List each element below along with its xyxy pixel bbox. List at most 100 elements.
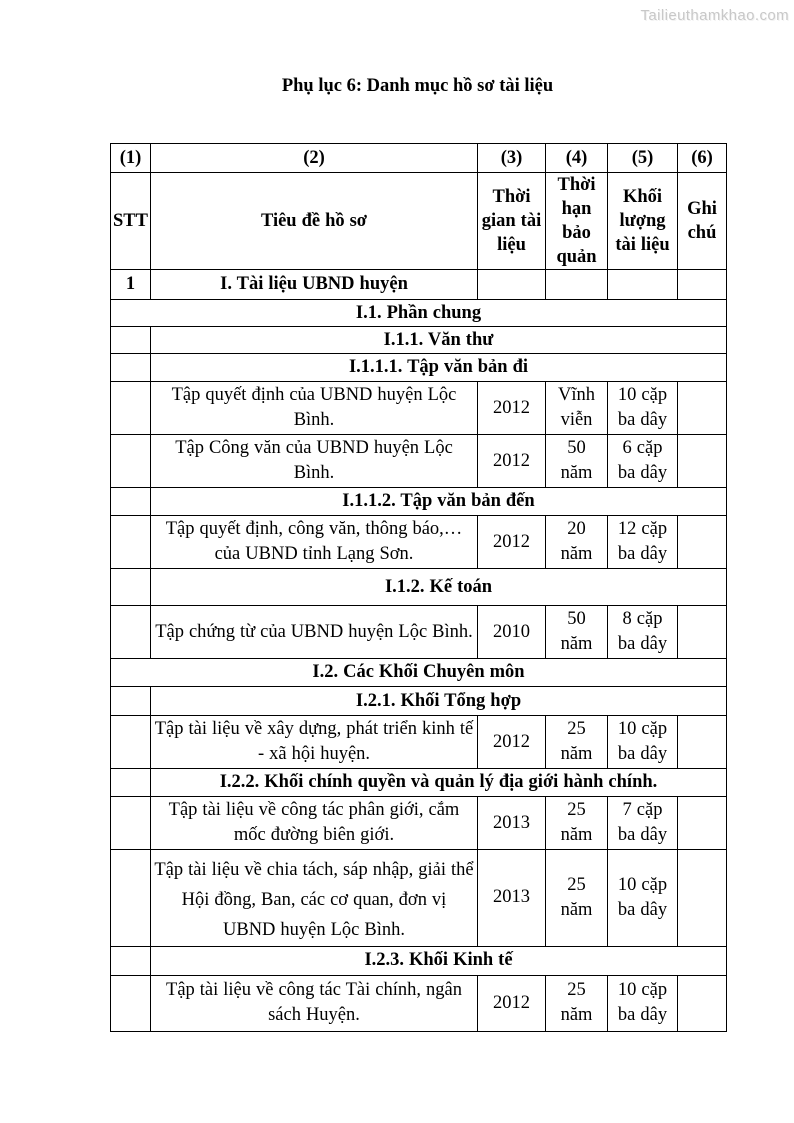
column-header-row: STT Tiêu đề hồ sơ Thời gian tài liệu Thờ… (110, 172, 727, 270)
notes-cell (677, 515, 727, 569)
row-title-cell: Tập tài liệu về chia tách, sáp nhập, giả… (150, 849, 478, 947)
volume-cell: 7 cặp ba dây (607, 796, 678, 850)
volume-line: 10 cặp (617, 385, 668, 405)
retention-cell: 25 năm (545, 974, 608, 1032)
section-title-cell: I.2. Các Khối Chuyên môn (110, 658, 727, 687)
volume-line: ba dây (617, 825, 668, 845)
retention-line: Vĩnh (558, 385, 595, 405)
year-cell: 2012 (477, 974, 546, 1032)
watermark: Tailieuthamkhao.com (640, 7, 789, 24)
row-number-cell (110, 715, 151, 769)
volume-line: ba dây (617, 463, 668, 483)
row-number-cell (110, 605, 151, 659)
notes-cell (677, 974, 727, 1032)
col-number-cell: (1) (110, 143, 151, 173)
section-title-cell: I.1.1.1. Tập văn bản đi (150, 353, 727, 382)
row-number-cell (110, 768, 151, 797)
row-title-cell: Tập tài liệu về công tác Tài chính, ngân… (150, 974, 478, 1032)
volume-header-cell: Khối lượng tài liệu (607, 172, 678, 270)
retention-line: năm (560, 634, 593, 654)
col-number-cell: (3) (477, 143, 546, 173)
section-title-cell: I.1.1.2. Tập văn bản đến (150, 487, 727, 516)
time-header-cell: Thời gian tài liệu (477, 172, 546, 270)
volume-line: 12 cặp (617, 519, 668, 539)
retention-line: 25 (567, 980, 586, 1001)
section-row: I.1.2. Kế toán (110, 568, 727, 606)
row-title-cell: Tập quyết định, công văn, thông báo,… củ… (150, 515, 478, 569)
retention-line: năm (560, 463, 593, 483)
volume-cell: 10 cặp ba dây (607, 974, 678, 1032)
volume-line: ba dây (617, 544, 668, 564)
col-number-cell: (6) (677, 143, 727, 173)
retention-line: 25 (567, 719, 586, 739)
year-cell (477, 269, 546, 300)
retention-cell: 50 năm (545, 605, 608, 659)
retention-cell: Vĩnh viễn (545, 381, 608, 435)
row-number-cell (110, 945, 151, 976)
retention-line: viễn (560, 410, 593, 430)
volume-cell: 12 cặp ba dây (607, 515, 678, 569)
retention-line: năm (560, 744, 593, 764)
retention-cell: 50 năm (545, 434, 608, 488)
volume-line: 6 cặp (622, 438, 663, 458)
row-number-cell (110, 515, 151, 569)
section-row: I.2.1. Khối Tổng hợp (110, 686, 727, 716)
retention-header-cell: Thời hạn bảo quản (545, 172, 608, 270)
data-row: Tập chứng từ của UBND huyện Lộc Bình. 20… (110, 605, 727, 659)
notes-cell (677, 269, 727, 300)
section-title-cell: I.1.1. Văn thư (150, 326, 727, 354)
notes-cell (677, 849, 727, 947)
data-row: Tập quyết định của UBND huyện Lộc Bình. … (110, 381, 727, 435)
col-number-cell: (4) (545, 143, 608, 173)
notes-cell (677, 796, 727, 850)
row-title-cell: Tập quyết định của UBND huyện Lộc Bình. (150, 381, 478, 435)
column-number-row: (1) (2) (3) (4) (5) (6) (110, 143, 727, 173)
retention-line: năm (560, 899, 593, 920)
volume-line: ba dây (617, 744, 668, 764)
volume-cell (607, 269, 678, 300)
section-title-cell: I.2.2. Khối chính quyền và quản lý địa g… (150, 768, 727, 797)
data-row: Tập tài liệu về chia tách, sáp nhập, giả… (110, 849, 727, 947)
volume-line: 7 cặp (622, 800, 663, 820)
retention-line: năm (560, 544, 593, 564)
retention-line: 25 (567, 874, 586, 895)
section-row: I.2. Các Khối Chuyên môn (110, 658, 727, 687)
section-row: I.1. Phần chung (110, 299, 727, 327)
row-number-cell (110, 434, 151, 488)
year-cell: 2010 (477, 605, 546, 659)
volume-cell: 10 cặp ba dây (607, 849, 678, 947)
notes-cell (677, 434, 727, 488)
row-title-cell: Tập tài liệu về xây dựng, phát triển kin… (150, 715, 478, 769)
volume-line: ba dây (617, 634, 668, 654)
row-number-cell (110, 849, 151, 947)
retention-cell: 20 năm (545, 515, 608, 569)
volume-line: 8 cặp (622, 609, 663, 629)
data-row: Tập quyết định, công văn, thông báo,… củ… (110, 515, 727, 569)
notes-header-cell: Ghi chú (677, 172, 727, 270)
data-row: Tập Công văn của UBND huyện Lộc Bình. 20… (110, 434, 727, 488)
retention-cell: 25 năm (545, 796, 608, 850)
retention-cell: 25 năm (545, 849, 608, 947)
volume-cell: 6 cặp ba dây (607, 434, 678, 488)
notes-cell (677, 381, 727, 435)
section-title-cell: I.1. Phần chung (110, 299, 727, 327)
retention-line: 25 (567, 800, 586, 820)
section-row: I.1.1.1. Tập văn bản đi (110, 353, 727, 382)
row-title-cell: Tập tài liệu về công tác phân giới, cắm … (150, 796, 478, 850)
row-number-cell (110, 487, 151, 516)
section-row: I.2.2. Khối chính quyền và quản lý địa g… (110, 768, 727, 797)
year-cell: 2013 (477, 796, 546, 850)
section-row: I.1.1.2. Tập văn bản đến (110, 487, 727, 516)
col-number-cell: (5) (607, 143, 678, 173)
notes-cell (677, 715, 727, 769)
row-number-cell: 1 (110, 269, 151, 300)
col-number-cell: (2) (150, 143, 478, 173)
year-cell: 2013 (477, 849, 546, 947)
section-title-cell: I.2.3. Khối Kinh tế (150, 945, 727, 976)
retention-cell: 25 năm (545, 715, 608, 769)
section-row: I.2.3. Khối Kinh tế (110, 945, 727, 976)
volume-line: ba dây (617, 899, 668, 920)
retention-line: 20 (567, 519, 586, 539)
data-row: Tập tài liệu về xây dựng, phát triển kin… (110, 715, 727, 769)
section-row: I.1.1. Văn thư (110, 326, 727, 354)
